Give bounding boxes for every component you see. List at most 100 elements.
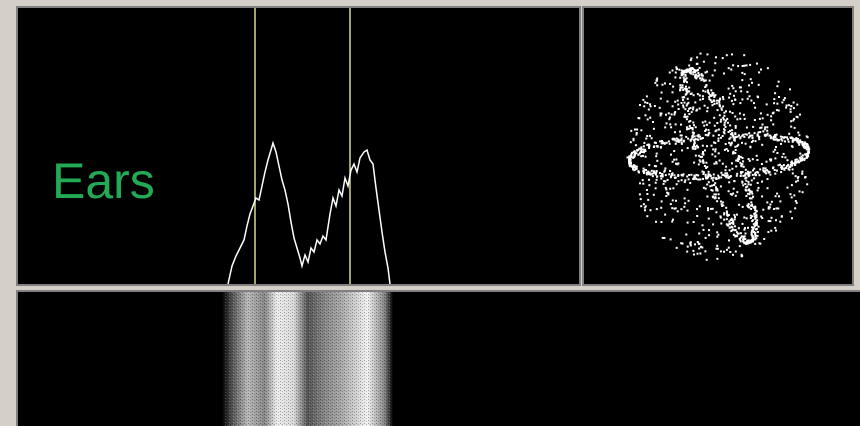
- scatter-dot: [792, 168, 794, 170]
- scatter-dot: [693, 69, 695, 71]
- scatter-dot: [680, 87, 682, 89]
- scatter-dot: [808, 149, 810, 151]
- scatter-dot: [806, 145, 808, 147]
- scatter-dot: [692, 250, 694, 252]
- scatter-dot: [735, 90, 737, 92]
- scatter-dot: [733, 214, 735, 216]
- scatter-dot: [775, 195, 777, 197]
- scatter-dot: [677, 140, 679, 142]
- scatter-dot: [661, 221, 663, 223]
- scatter-dot: [707, 107, 709, 109]
- scatter-dot: [752, 126, 754, 128]
- scatter-dot: [729, 124, 731, 126]
- scatter-dot: [735, 165, 737, 167]
- scatter-dot: [714, 197, 716, 199]
- scatter-dot: [734, 132, 736, 134]
- scatter-dot: [718, 102, 720, 104]
- scatter-dot: [640, 148, 642, 150]
- scatter-dot: [735, 125, 737, 127]
- scatter-dot: [692, 106, 694, 108]
- scatter-dot: [774, 92, 776, 94]
- scatter-dot: [719, 99, 721, 101]
- scatter-dot: [656, 84, 658, 86]
- scatter-dot: [714, 182, 716, 184]
- scatter-dot: [770, 115, 772, 117]
- scatter-dot: [767, 114, 769, 116]
- scatter-dot: [656, 78, 658, 80]
- scatter-dot: [760, 69, 762, 71]
- scatter-dot: [672, 105, 674, 107]
- scatter-dot: [705, 86, 707, 88]
- scatter-dot: [683, 141, 685, 143]
- scatter-dot: [738, 227, 740, 229]
- scatter-dot: [769, 135, 771, 137]
- scatter-dot: [742, 184, 744, 186]
- scatter-dot: [725, 143, 727, 145]
- scatter-dot: [792, 141, 794, 143]
- scatter-dot: [726, 54, 728, 56]
- scatter-dot: [705, 162, 707, 164]
- scatter-dot: [724, 149, 726, 151]
- scatter-dot: [699, 108, 701, 110]
- scatter-dot: [692, 73, 694, 75]
- scatter-dot: [737, 65, 739, 67]
- scatter-dot: [797, 139, 799, 141]
- scatter-dot: [681, 138, 683, 140]
- scatter-dot: [659, 107, 661, 109]
- scatter-dot: [669, 123, 671, 125]
- scatter-dot: [736, 118, 738, 120]
- scatter-dot: [684, 181, 686, 183]
- scatter-dot: [723, 174, 725, 176]
- scatter-dot: [696, 70, 698, 72]
- scatter-dot: [797, 176, 799, 178]
- scatter-dot: [660, 207, 662, 209]
- scatter-dot: [786, 105, 788, 107]
- scatter-dot: [629, 165, 631, 167]
- scatter-dot: [779, 164, 781, 166]
- scatter-dot: [693, 124, 695, 126]
- scatter-dot: [686, 118, 688, 120]
- scatter-dot: [646, 102, 648, 104]
- scatter-dot: [668, 118, 670, 120]
- scatter-dot: [742, 241, 744, 243]
- scatter-dot: [636, 132, 638, 134]
- scatter-dot: [781, 101, 783, 103]
- scatter-dot: [796, 116, 798, 118]
- scatter-dot: [693, 94, 695, 96]
- scatter-dot: [692, 136, 694, 138]
- scatter-dot: [793, 194, 795, 196]
- scatter-dot: [695, 77, 697, 79]
- scatter-dot: [729, 251, 731, 253]
- scatter-dot: [636, 149, 638, 151]
- scatter-dot: [790, 162, 792, 164]
- scatter-dot: [652, 172, 654, 174]
- scatter-dot: [686, 81, 688, 83]
- scatter-dot: [721, 203, 723, 205]
- scatter-dot: [754, 215, 756, 217]
- scatter-dot: [781, 215, 783, 217]
- scatter-dot: [778, 195, 780, 197]
- scatter-dot: [708, 218, 710, 220]
- scatter-dot: [707, 91, 709, 93]
- scatter-dot: [763, 238, 765, 240]
- scatter-dot: [644, 207, 646, 209]
- scatter-dot: [697, 93, 699, 95]
- scatter-dot: [647, 118, 649, 120]
- scatter-dot: [749, 64, 751, 66]
- scatter-dot: [687, 246, 689, 248]
- scatter-dot: [758, 187, 760, 189]
- scatter-dot: [751, 234, 753, 236]
- scatter-dot: [748, 207, 750, 209]
- scatter-dot: [768, 220, 770, 222]
- scatter-dot: [692, 108, 694, 110]
- scatter-dot: [656, 175, 658, 177]
- scatter-dot: [801, 171, 803, 173]
- scatter-dot: [756, 224, 758, 226]
- scatter-dot: [736, 235, 738, 237]
- scatter-dot: [710, 89, 712, 91]
- scatter-dot: [767, 231, 769, 233]
- scatter-dot: [670, 154, 672, 156]
- scatter-dot: [731, 53, 733, 55]
- scatter-dot: [776, 109, 778, 111]
- scatter-dot: [699, 67, 701, 69]
